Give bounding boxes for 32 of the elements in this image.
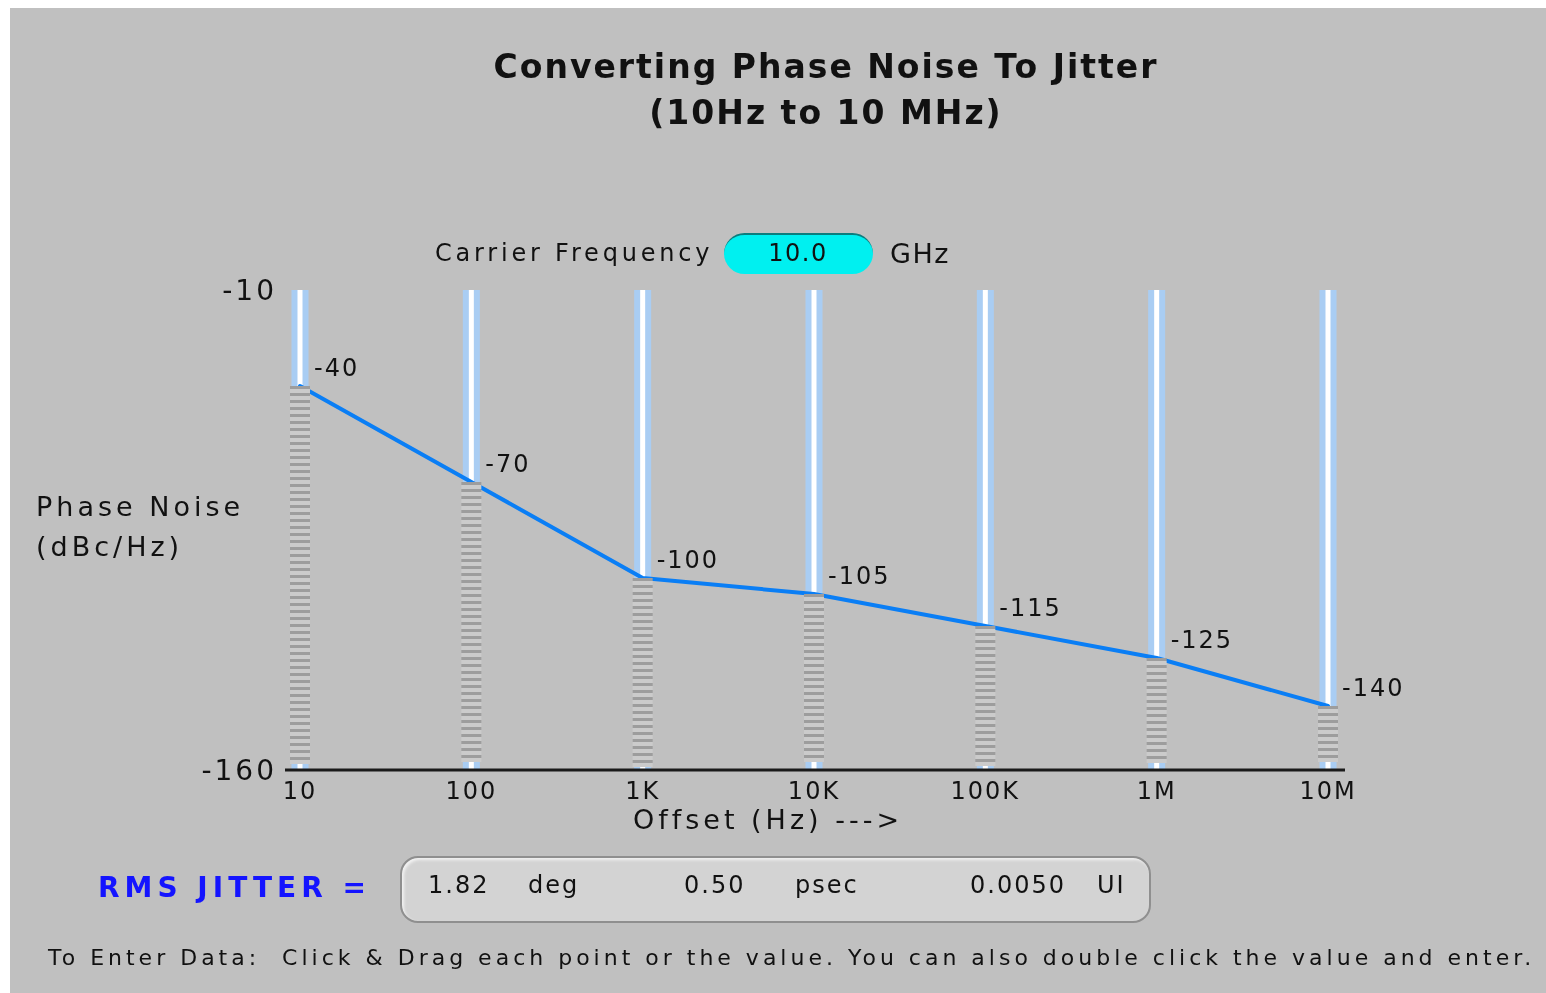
text: deg <box>528 871 580 900</box>
text: GHz <box>890 238 950 270</box>
x-tick-label: 100 <box>445 777 498 806</box>
data-label: -100 <box>656 546 720 574</box>
y-axis-title: Phase Noise (dBc/Hz) <box>36 491 245 562</box>
data-label: -140 <box>1342 674 1405 702</box>
y-tick-label: -160 <box>201 753 277 787</box>
text: 0.50 <box>684 871 746 900</box>
x-tick-label: 10M <box>1299 777 1357 806</box>
chart-subtitle: (10Hz to 10 MHz) <box>649 93 1003 132</box>
data-label: -115 <box>999 594 1062 622</box>
chart-title: Converting Phase Noise To Jitter <box>493 47 1159 86</box>
text: RMS JITTER = <box>98 871 371 905</box>
text: To Enter Data: Click & Drag each point or the value. You can also double click the value and enter. <box>48 944 1536 970</box>
y-tick-label: -10 <box>222 273 277 307</box>
data-label: -40 <box>314 354 360 382</box>
x-tick-label: 10K <box>787 777 841 806</box>
x-tick-label: 100K <box>950 777 1021 806</box>
text: Carrier Frequency <box>435 239 714 268</box>
text: 1.82 <box>428 871 490 900</box>
text: 0.0050 <box>970 871 1066 900</box>
x-axis-title: Offset (Hz) ---> <box>632 804 904 835</box>
text: UI <box>1097 871 1126 900</box>
x-tick-label: 1M <box>1136 777 1177 806</box>
line-series <box>298 384 1330 708</box>
data-label: -70 <box>485 450 531 478</box>
text: 10.0 <box>768 239 828 268</box>
data-label: -125 <box>1170 626 1234 654</box>
x-tick-label: 10 <box>282 777 318 806</box>
data-label: -105 <box>828 562 891 590</box>
text: psec <box>795 871 859 900</box>
x-tick-label: 1K <box>625 777 661 806</box>
